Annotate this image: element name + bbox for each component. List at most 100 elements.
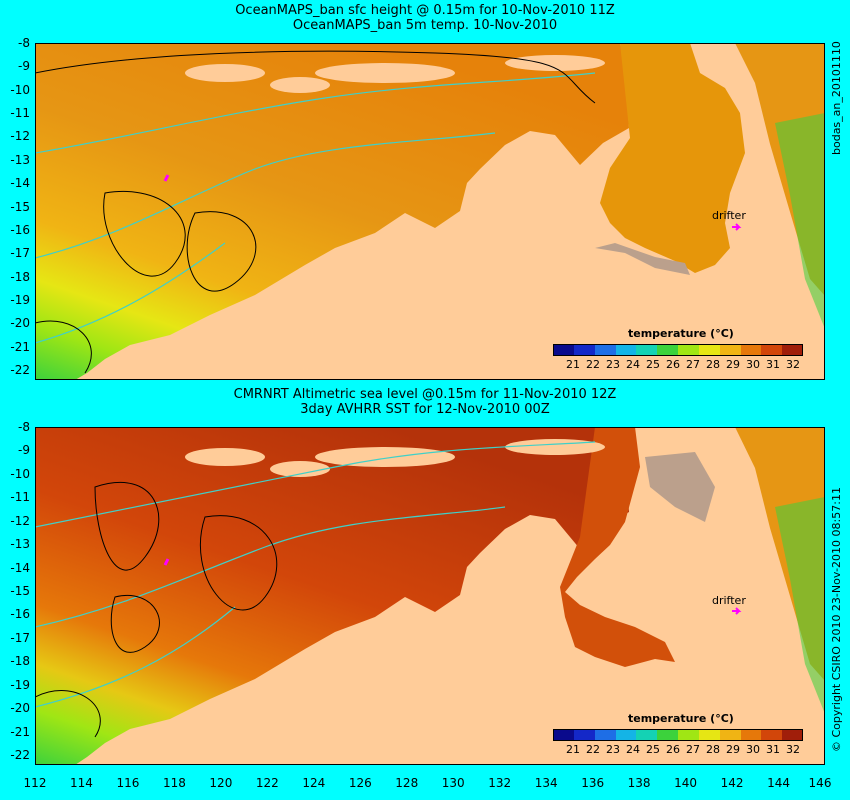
- lat-tick-label: -16: [10, 222, 30, 237]
- colorbar-tick-label: 31: [766, 358, 780, 371]
- lon-tick-label: 134: [534, 776, 558, 790]
- lon-tick-label: 142: [720, 776, 744, 790]
- top-map: [35, 43, 825, 380]
- colorbar-swatch: [615, 344, 637, 356]
- colorbar-tick-label: 26: [666, 358, 680, 371]
- bathymetry-contour-1: [35, 506, 506, 628]
- lat-tick-label: -9: [18, 59, 30, 74]
- colorbar-tick-label: 27: [686, 358, 700, 371]
- colorbar-swatch: [761, 344, 783, 356]
- drifter-track-west: [163, 174, 170, 182]
- island-0: [185, 64, 265, 82]
- height-contour-3: [35, 690, 101, 738]
- height-contour-2: [186, 211, 257, 292]
- colorbar-tick-label: 27: [686, 743, 700, 756]
- colorbar-swatch: [594, 344, 616, 356]
- colorbar-title: temperature (°C): [628, 712, 734, 725]
- lat-tick-label: -19: [10, 677, 30, 692]
- no-data-region: [645, 452, 715, 522]
- colorbar-swatch: [740, 344, 762, 356]
- colorbar-tick-label: 23: [606, 743, 620, 756]
- colorbar-tick-label: 32: [786, 743, 800, 756]
- lon-tick-label: 112: [23, 776, 47, 790]
- colorbar-frame: [553, 344, 803, 356]
- colorbar-tick-label: 28: [706, 743, 720, 756]
- lon-tick-label: 128: [395, 776, 419, 790]
- height-contour-1: [199, 515, 278, 611]
- bathymetry-contour-2: [35, 242, 226, 344]
- colorbar-tick-label: 29: [726, 358, 740, 371]
- colorbar-swatch: [719, 344, 741, 356]
- drifter-track-west: [163, 558, 170, 566]
- height-contour-1: [103, 191, 186, 277]
- bathymetry-contour-2: [35, 606, 236, 708]
- eastern-cool-water: [775, 497, 825, 714]
- colorbar-title: temperature (°C): [628, 327, 734, 340]
- colorbar-swatch: [573, 344, 595, 356]
- colorbar-swatch: [636, 729, 658, 741]
- lat-tick-label: -13: [10, 152, 30, 167]
- bottom-map: [35, 427, 825, 765]
- colorbar-tick-label: 22: [586, 358, 600, 371]
- colorbar-tick-label: 28: [706, 358, 720, 371]
- lon-tick-label: 126: [348, 776, 372, 790]
- lat-tick-label: -18: [10, 269, 30, 284]
- colorbar-swatch: [615, 729, 637, 741]
- island-3: [505, 55, 605, 71]
- drifter-marker-east: [732, 223, 742, 231]
- lon-tick-label: 118: [162, 776, 186, 790]
- eastern-cool-water: [775, 113, 825, 329]
- lat-tick-label: -18: [10, 654, 30, 669]
- lat-tick-label: -13: [10, 537, 30, 552]
- colorbar-tick-label: 29: [726, 743, 740, 756]
- colorbar-swatch: [719, 729, 741, 741]
- lon-tick-label: 144: [767, 776, 790, 790]
- no-data-region: [595, 243, 690, 275]
- colorbar-frame: [553, 729, 803, 741]
- lat-tick-label: -11: [10, 106, 30, 121]
- lon-tick-label: 120: [209, 776, 233, 790]
- island-1: [270, 461, 330, 477]
- colorbar-swatch: [761, 729, 783, 741]
- lat-tick-label: -12: [10, 513, 30, 528]
- lat-tick-label: -19: [10, 292, 30, 307]
- lat-tick-label: -17: [10, 246, 30, 261]
- island-0: [185, 448, 265, 466]
- height-contour-3: [35, 320, 92, 374]
- bathymetry-contour-1: [35, 132, 496, 259]
- island-3: [505, 439, 605, 455]
- colorbar-tick-label: 30: [746, 358, 760, 371]
- island-1: [270, 77, 330, 93]
- colorbar-tick-label: 24: [626, 743, 640, 756]
- top-side-label: bodas_an_20101110: [830, 41, 843, 155]
- lon-tick-label: 146: [808, 776, 832, 790]
- lon-tick-label: 122: [255, 776, 279, 790]
- lat-tick-label: -21: [10, 339, 30, 354]
- bottom-title-line1: CMRNRT Altimetric sea level @0.15m for 1…: [233, 387, 617, 402]
- bottom-side-label: © Copyright CSIRO 2010 23-Nov-2010 08:57…: [830, 487, 843, 752]
- lon-tick-label: 114: [70, 776, 93, 790]
- colorbar-tick-label: 21: [566, 358, 580, 371]
- colorbar-tick-label: 32: [786, 358, 800, 371]
- colorbar-tick-label: 24: [626, 358, 640, 371]
- colorbar-swatch: [740, 729, 762, 741]
- colorbar-swatch: [553, 344, 574, 356]
- top-drifter-label: drifter: [712, 209, 746, 222]
- map-frame: [35, 43, 825, 380]
- lat-tick-label: -14: [10, 176, 30, 191]
- top-title-line2: OceanMAPS_ban 5m temp. 10-Nov-2010: [292, 18, 558, 33]
- lon-tick-label: 136: [581, 776, 605, 790]
- colorbar-swatch: [657, 729, 679, 741]
- top-title-line1: OceanMAPS_ban sfc height @ 0.15m for 10-…: [235, 3, 615, 18]
- colorbar-tick-label: 31: [766, 743, 780, 756]
- lat-tick-label: -16: [10, 607, 30, 622]
- colorbar-swatch: [573, 729, 595, 741]
- colorbar-tick-label: 26: [666, 743, 680, 756]
- colorbar-tick-label: 22: [586, 743, 600, 756]
- bottom-map-panel: [35, 427, 825, 765]
- colorbar-swatch: [553, 729, 574, 741]
- lat-tick-label: -11: [10, 490, 30, 505]
- lat-tick-label: -20: [10, 701, 30, 716]
- colorbar-tick-label: 25: [646, 743, 660, 756]
- map-frame: [35, 427, 825, 765]
